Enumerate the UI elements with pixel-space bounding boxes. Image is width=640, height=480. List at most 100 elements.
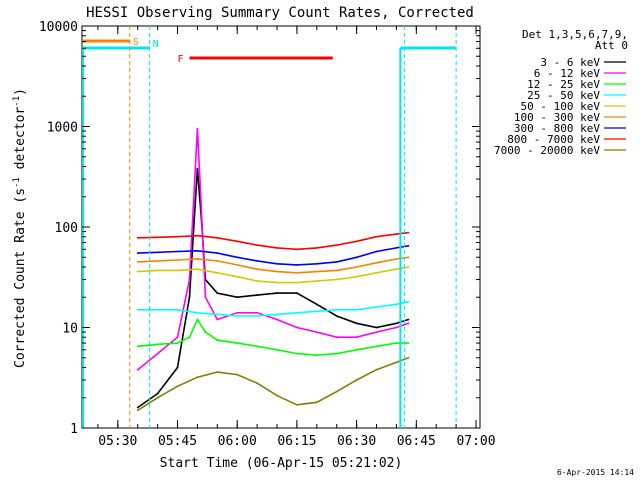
- series-point: [276, 247, 278, 249]
- series-point: [176, 385, 179, 388]
- legend-header: Det 1,3,5,6,7,9,: [522, 28, 628, 41]
- series-point: [136, 261, 139, 263]
- series-point: [407, 231, 410, 234]
- series-point: [156, 343, 159, 346]
- y-axis-label: Corrected Count Rate (s-1 detector-1): [12, 88, 28, 368]
- legend-label: 50 - 100 keV: [521, 100, 601, 113]
- series-point: [315, 331, 318, 333]
- flag-label-S: S: [133, 37, 139, 48]
- series-point: [315, 270, 318, 273]
- series-point: [176, 336, 179, 339]
- flag-label-F: F: [177, 54, 183, 65]
- series-point: [407, 300, 410, 303]
- series-point: [216, 339, 219, 341]
- series-point: [355, 322, 358, 325]
- flag-layer: S N F: [82, 26, 457, 428]
- series-point: [196, 249, 199, 252]
- series-point: [296, 264, 298, 266]
- series-point: [375, 250, 378, 253]
- legend-label: 25 - 50 keV: [527, 89, 600, 102]
- x-tick-label: 05:30: [98, 434, 137, 449]
- series-point: [335, 308, 338, 311]
- series-point: [236, 275, 239, 278]
- series-point: [276, 270, 278, 273]
- series-point: [188, 296, 191, 299]
- legend-label: 3 - 6 keV: [540, 56, 600, 69]
- series-point: [355, 256, 358, 259]
- series-point: [156, 260, 159, 262]
- series-point: [256, 311, 258, 314]
- x-tick-label: 07:00: [456, 434, 495, 449]
- series-point: [216, 371, 219, 373]
- series-point: [335, 261, 338, 263]
- series-point: [256, 345, 258, 348]
- series-point: [196, 268, 199, 271]
- series-point: [204, 296, 207, 299]
- series-point: [335, 315, 338, 317]
- y-tick-label: 10000: [39, 20, 78, 35]
- series-point: [256, 315, 258, 317]
- series-point: [315, 303, 318, 306]
- series-point: [176, 259, 179, 261]
- series-point: [236, 240, 239, 243]
- series-point: [355, 275, 358, 278]
- legend-label: 6 - 12 keV: [534, 67, 601, 80]
- series-point: [296, 352, 298, 355]
- series-point: [315, 280, 318, 282]
- series-point: [156, 392, 159, 395]
- legend-label: 800 - 7000 keV: [507, 133, 600, 146]
- series-point: [395, 233, 398, 236]
- series-point: [407, 322, 410, 325]
- series-point: [407, 256, 410, 259]
- series-point: [375, 306, 378, 308]
- series-point: [276, 313, 278, 316]
- series-point: [136, 270, 139, 273]
- series-point: [156, 251, 159, 254]
- series-point: [216, 260, 219, 262]
- series-point: [196, 311, 199, 314]
- y-tick-label: 10: [62, 322, 78, 337]
- series-point: [407, 342, 410, 344]
- series-point: [276, 394, 278, 397]
- series-point: [216, 236, 219, 239]
- series-point: [395, 303, 398, 306]
- series-point: [296, 271, 298, 274]
- series-point: [355, 336, 358, 339]
- series-point: [176, 269, 179, 272]
- series-point: [176, 366, 179, 369]
- x-axis-label: Start Time (06-Apr-15 05:21:02): [160, 456, 403, 471]
- series-point: [395, 361, 398, 364]
- series-point: [188, 336, 191, 339]
- series-point: [256, 260, 258, 262]
- series-layer: [136, 127, 410, 412]
- series-point: [335, 244, 338, 247]
- series-point: [236, 342, 239, 344]
- legend-label: 100 - 300 keV: [514, 111, 600, 124]
- series-point: [407, 244, 410, 247]
- series-point: [196, 258, 199, 260]
- x-tick-label: 06:45: [397, 434, 436, 449]
- series-point: [276, 262, 278, 265]
- series-point: [355, 240, 358, 243]
- series-point: [276, 318, 278, 321]
- x-tick-label: 05:45: [158, 434, 197, 449]
- series-point: [296, 248, 298, 251]
- series-point: [296, 311, 298, 314]
- series-point: [355, 266, 358, 268]
- series-point: [176, 250, 179, 253]
- series-point: [196, 234, 199, 237]
- series-point: [176, 342, 179, 344]
- series-point: [335, 278, 338, 281]
- series-point: [196, 376, 199, 379]
- series-point: [176, 308, 179, 311]
- series-point: [156, 308, 159, 311]
- series-point: [256, 268, 258, 271]
- series-point: [136, 252, 139, 255]
- legend-label: 300 - 800 keV: [514, 122, 600, 135]
- series-point: [395, 247, 398, 249]
- series-point: [236, 373, 239, 376]
- series-point: [335, 352, 338, 355]
- series-point: [407, 318, 410, 321]
- timestamp: 6-Apr-2015 14:14: [557, 468, 634, 477]
